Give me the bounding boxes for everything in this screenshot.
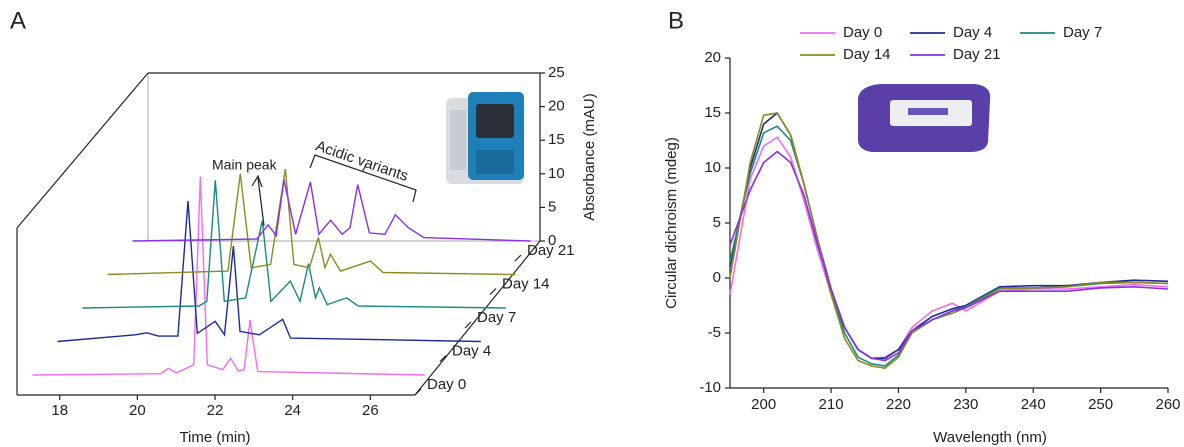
trace xyxy=(107,168,516,276)
x-tick-label: 250 xyxy=(1088,396,1113,413)
y-tick-label: 15 xyxy=(704,104,721,121)
depth-tick xyxy=(489,288,497,295)
y-tick-label: 20 xyxy=(548,98,565,115)
instrument-icon xyxy=(858,84,991,152)
y-tick-label: 5 xyxy=(548,198,556,215)
series-label: Day 0 xyxy=(427,376,466,393)
x-tick-label: 24 xyxy=(284,402,301,419)
trace xyxy=(57,201,481,343)
x-tick-label: 18 xyxy=(51,402,68,419)
y-tick-label: 0 xyxy=(548,232,556,249)
y-tick-label: 20 xyxy=(704,49,721,66)
x-tick-label: 220 xyxy=(886,396,911,413)
line xyxy=(729,112,1169,370)
instrument-icon xyxy=(446,92,524,184)
legend-label: Day 4 xyxy=(953,24,992,41)
series-label: Day 4 xyxy=(452,342,491,359)
panel-label: B xyxy=(668,7,684,34)
legend-label: Day 21 xyxy=(953,46,1001,63)
line xyxy=(729,136,1169,360)
y-tick-label: 10 xyxy=(548,165,565,182)
y-axis-title: Absorbance (mAU) xyxy=(581,93,598,221)
x-tick-label: 210 xyxy=(819,396,844,413)
annotation: Main peak xyxy=(212,157,278,173)
x-tick-label: 230 xyxy=(953,396,978,413)
arrow xyxy=(257,177,265,227)
y-tick-label: -5 xyxy=(708,324,721,341)
series-label: Day 7 xyxy=(477,309,516,326)
x-tick-label: 20 xyxy=(129,402,146,419)
bracket xyxy=(309,154,417,203)
series-label: Day 14 xyxy=(502,275,550,292)
line xyxy=(729,125,1169,367)
depth-tick xyxy=(514,254,522,262)
series-label: Day 21 xyxy=(527,242,575,259)
line xyxy=(729,150,1169,362)
x-tick-label: 260 xyxy=(1155,396,1180,413)
legend-label: Day 14 xyxy=(843,46,891,63)
x-tick-label: 240 xyxy=(1021,396,1046,413)
x-axis-title: Wavelength (nm) xyxy=(933,429,1047,446)
box-3d xyxy=(16,72,541,396)
depth-tick xyxy=(464,321,472,329)
y-tick-label: 5 xyxy=(713,214,721,231)
panel-label: A xyxy=(10,7,26,34)
y-tick-label: 10 xyxy=(704,159,721,176)
x-tick-label: 200 xyxy=(751,396,776,413)
y-tick-label: 15 xyxy=(548,131,565,148)
arrow-head xyxy=(251,174,263,188)
legend-label: Day 0 xyxy=(843,24,882,41)
trace xyxy=(32,176,425,376)
trace xyxy=(132,179,531,242)
legend-label: Day 7 xyxy=(1063,24,1102,41)
x-axis-title: Time (min) xyxy=(179,429,250,446)
y-tick-label: 25 xyxy=(548,64,565,81)
depth-tick xyxy=(439,355,447,362)
y-tick-label: -10 xyxy=(699,379,721,396)
x-tick-label: 26 xyxy=(362,402,379,419)
y-axis-title: Circular dichroism (mdeg) xyxy=(663,137,680,309)
depth-tick xyxy=(414,388,422,396)
trace xyxy=(82,180,506,309)
y-tick-label: 0 xyxy=(713,269,721,286)
x-tick-label: 22 xyxy=(207,402,224,419)
annotation: Acidic variants xyxy=(313,137,410,185)
